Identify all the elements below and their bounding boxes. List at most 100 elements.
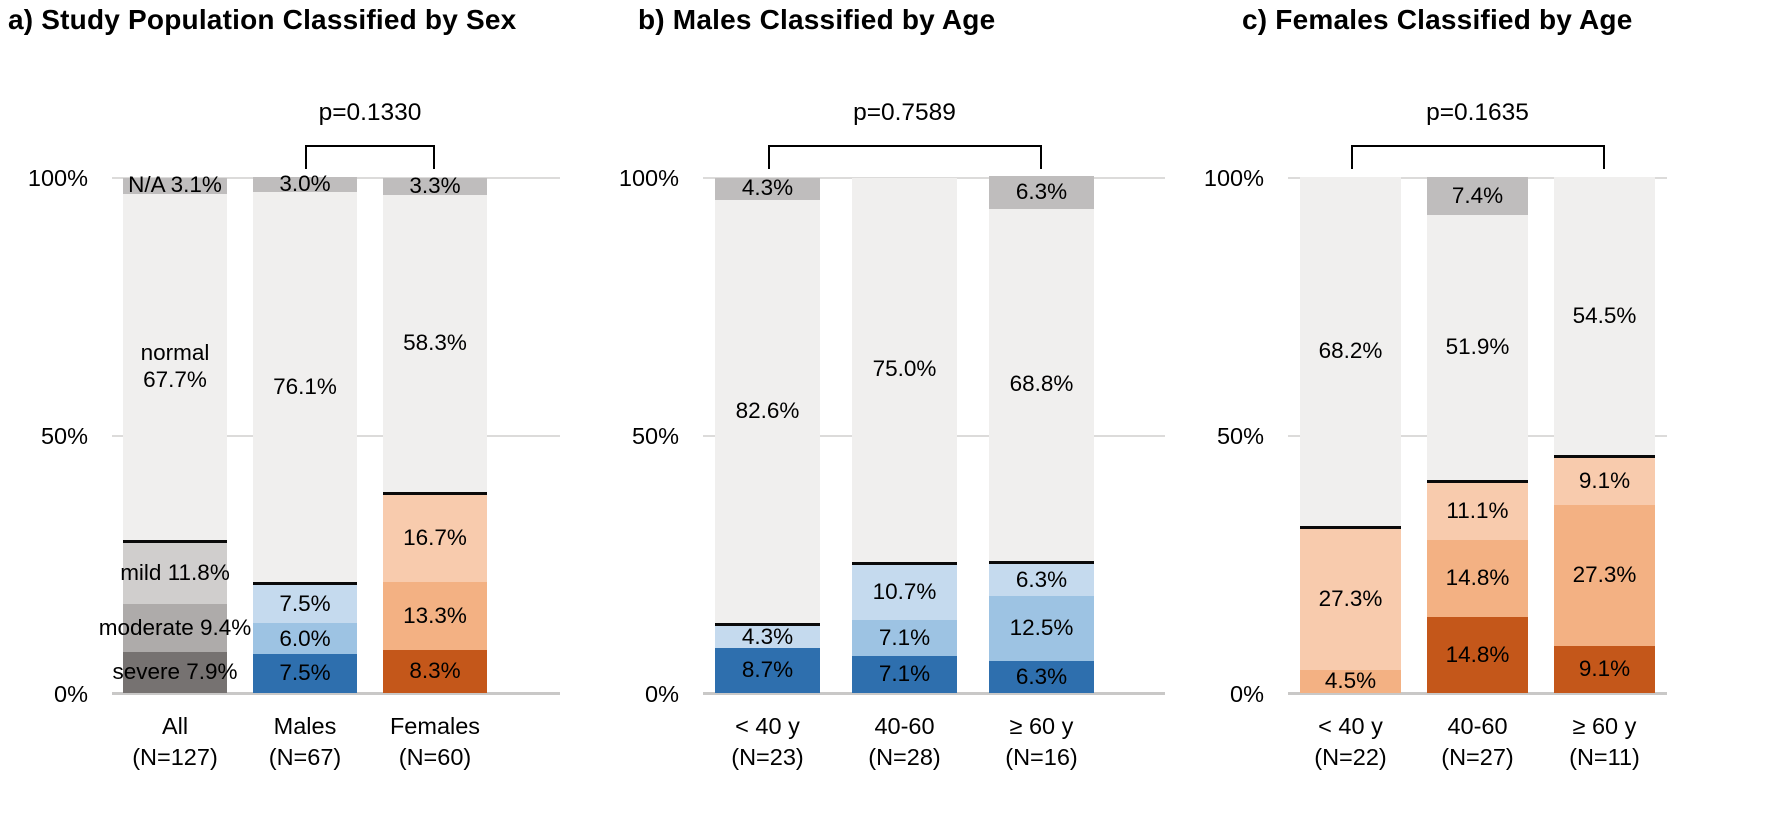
segment-value-label: 9.1%: [1578, 656, 1631, 682]
segment-value-label: 6.3%: [1015, 566, 1068, 592]
segment-value-label: 6.0%: [279, 625, 331, 651]
segment-value-label: 75.0%: [872, 356, 937, 382]
segment-na: 4.3%: [715, 175, 820, 201]
x-axis-label-under-40-y: < 40 y (N=22): [1314, 713, 1387, 770]
segment-moderate: 14.8%: [1427, 540, 1528, 617]
segment-value-label: 58.3%: [403, 330, 467, 356]
segment-value-label: 4.3%: [741, 175, 794, 201]
segment-severe: 7.1%: [852, 656, 957, 693]
segment-na: 3.0%: [253, 171, 357, 196]
segment-value-label: 8.7%: [741, 657, 794, 683]
segment-normal: 68.8%: [989, 208, 1094, 564]
panel-b-title: b) Males Classified by Age: [638, 4, 996, 35]
y-tick-50pct: 50%: [40, 423, 88, 449]
bar-60-y-and-over: 9.1% 27.3% 9.1% 54.5%: [1554, 177, 1655, 693]
segment-value-label: N/A 3.1%: [128, 172, 222, 198]
segment-value-label: 7.5%: [279, 660, 331, 686]
segment-normal: 82.6%: [715, 199, 820, 626]
y-tick-100pct: 100%: [27, 165, 88, 191]
axis-baseline: [703, 692, 1165, 695]
x-axis-label-all: All (N=127): [132, 713, 218, 770]
x-axis-label-under-40-y: < 40 y (N=23): [731, 713, 804, 770]
segment-normal: 54.5%: [1554, 177, 1655, 459]
y-tick-100pct: 100%: [1203, 165, 1264, 191]
bar-males: 7.5% 6.0% 7.5% 76.1% 3.0%: [253, 171, 357, 693]
segment-mild: 11.1%: [1427, 483, 1528, 541]
segment-value-label: 27.3%: [1572, 562, 1637, 588]
significance-bracket: [1350, 145, 1605, 169]
segment-value-label: 4.3%: [741, 623, 794, 649]
segment-value-label: 10.7%: [872, 578, 937, 604]
segment-moderate: 13.3%: [383, 581, 487, 651]
segment-severe: severe 7.9%: [112, 652, 238, 693]
segment-value-label: 68.8%: [1009, 371, 1074, 397]
segment-value-label: 51.9%: [1445, 334, 1510, 360]
segment-na: 3.3%: [383, 173, 487, 198]
segment-moderate: 27.3%: [1554, 505, 1655, 647]
segment-value-label: 3.0%: [279, 171, 331, 197]
segment-normal: 68.2%: [1300, 177, 1401, 529]
segment-value-label: 82.6%: [735, 398, 800, 424]
segment-value-label: 4.5%: [1324, 668, 1377, 694]
x-axis-label-females: Females (N=60): [389, 713, 481, 770]
p-value-label: p=0.1635: [1426, 99, 1529, 126]
segment-value-label: 68.2%: [1318, 338, 1383, 364]
y-tick-50pct: 50%: [1216, 423, 1264, 449]
segment-value-label: 7.5%: [279, 590, 331, 616]
p-value-label: p=0.1330: [318, 99, 422, 126]
p-value-label: p=0.7589: [853, 99, 956, 126]
segment-mild: 6.3%: [989, 563, 1094, 596]
segment-value-label: 6.3%: [1015, 179, 1068, 204]
bar-under-40-y: 8.7% 4.3% 82.6% 4.3%: [715, 175, 820, 693]
axis-baseline: [112, 692, 560, 695]
segment-value-label: 6.3%: [1015, 663, 1068, 689]
segment-mild: 4.3%: [715, 623, 820, 649]
segment-normal: 75.0%: [852, 177, 957, 565]
y-tick-50pct: 50%: [631, 423, 679, 449]
segment-mild: mild 11.8%: [120, 542, 230, 604]
bar-40-60: 7.1% 7.1% 10.7% 75.0%: [852, 177, 957, 693]
segment-mild: 7.5%: [253, 584, 357, 624]
segment-value-label: 14.8%: [1445, 641, 1510, 667]
segment-value-label: mild 11.8%: [120, 560, 230, 586]
segment-mild: 9.1%: [1554, 458, 1655, 506]
segment-value-label: 16.7%: [403, 525, 467, 551]
significance-bracket: [305, 145, 435, 169]
segment-severe: 14.8%: [1427, 616, 1528, 693]
segment-moderate: 6.0%: [253, 623, 357, 655]
x-axis-label-60-y-and-over: ≥ 60 y (N=16): [1005, 713, 1078, 770]
panel-c: c) Females Classified by Age 0% 50% 100% 4.5…: [1180, 0, 1773, 820]
segment-value-label: 9.1%: [1578, 468, 1631, 494]
segment-value-label: 76.1%: [273, 373, 337, 399]
y-tick-100pct: 100%: [618, 165, 679, 191]
segment-moderate: 7.1%: [852, 619, 957, 657]
panel-c-title: c) Females Classified by Age: [1242, 4, 1633, 35]
segment-severe: 6.3%: [989, 660, 1094, 693]
x-axis-label-40-60: 40-60 (N=28): [868, 713, 941, 770]
segment-value-label: 11.1%: [1446, 498, 1509, 524]
segment-normal: 76.1%: [253, 192, 357, 585]
segment-value-label: 12.5%: [1009, 615, 1074, 640]
segment-normal: 51.9%: [1427, 215, 1528, 484]
significance-bracket: [767, 145, 1042, 169]
segment-value-label: 14.8%: [1445, 565, 1510, 591]
segment-value-label: 27.3%: [1318, 586, 1383, 612]
segment-severe: 8.3%: [383, 650, 487, 693]
x-axis-label-60-y-and-over: ≥ 60 y (N=11): [1569, 713, 1640, 770]
axis-baseline: [1288, 692, 1667, 695]
segment-value-label: severe 7.9%: [112, 659, 238, 685]
bar-under-40-y: 4.5% 27.3% 68.2%: [1300, 177, 1401, 693]
y-tick-0pct: 0%: [54, 681, 88, 707]
segment-normal: 58.3%: [383, 194, 487, 496]
y-tick-0pct: 0%: [645, 681, 679, 707]
segment-mild: 10.7%: [852, 564, 957, 620]
segment-value-label: 7.1%: [878, 661, 931, 687]
segment-value-label: 13.3%: [403, 602, 467, 628]
segment-value-label: normal 67.7%: [140, 340, 210, 392]
segment-severe: 9.1%: [1554, 646, 1655, 693]
y-tick-0pct: 0%: [1230, 681, 1264, 707]
segment-moderate: 12.5%: [989, 596, 1094, 661]
plot-area-b: 8.7% 4.3% 82.6% 4.3% 7.1% 7.1% 10.7% 75.0% 6.3% 1…: [703, 175, 1165, 695]
segment-na: N/A 3.1%: [123, 172, 227, 197]
